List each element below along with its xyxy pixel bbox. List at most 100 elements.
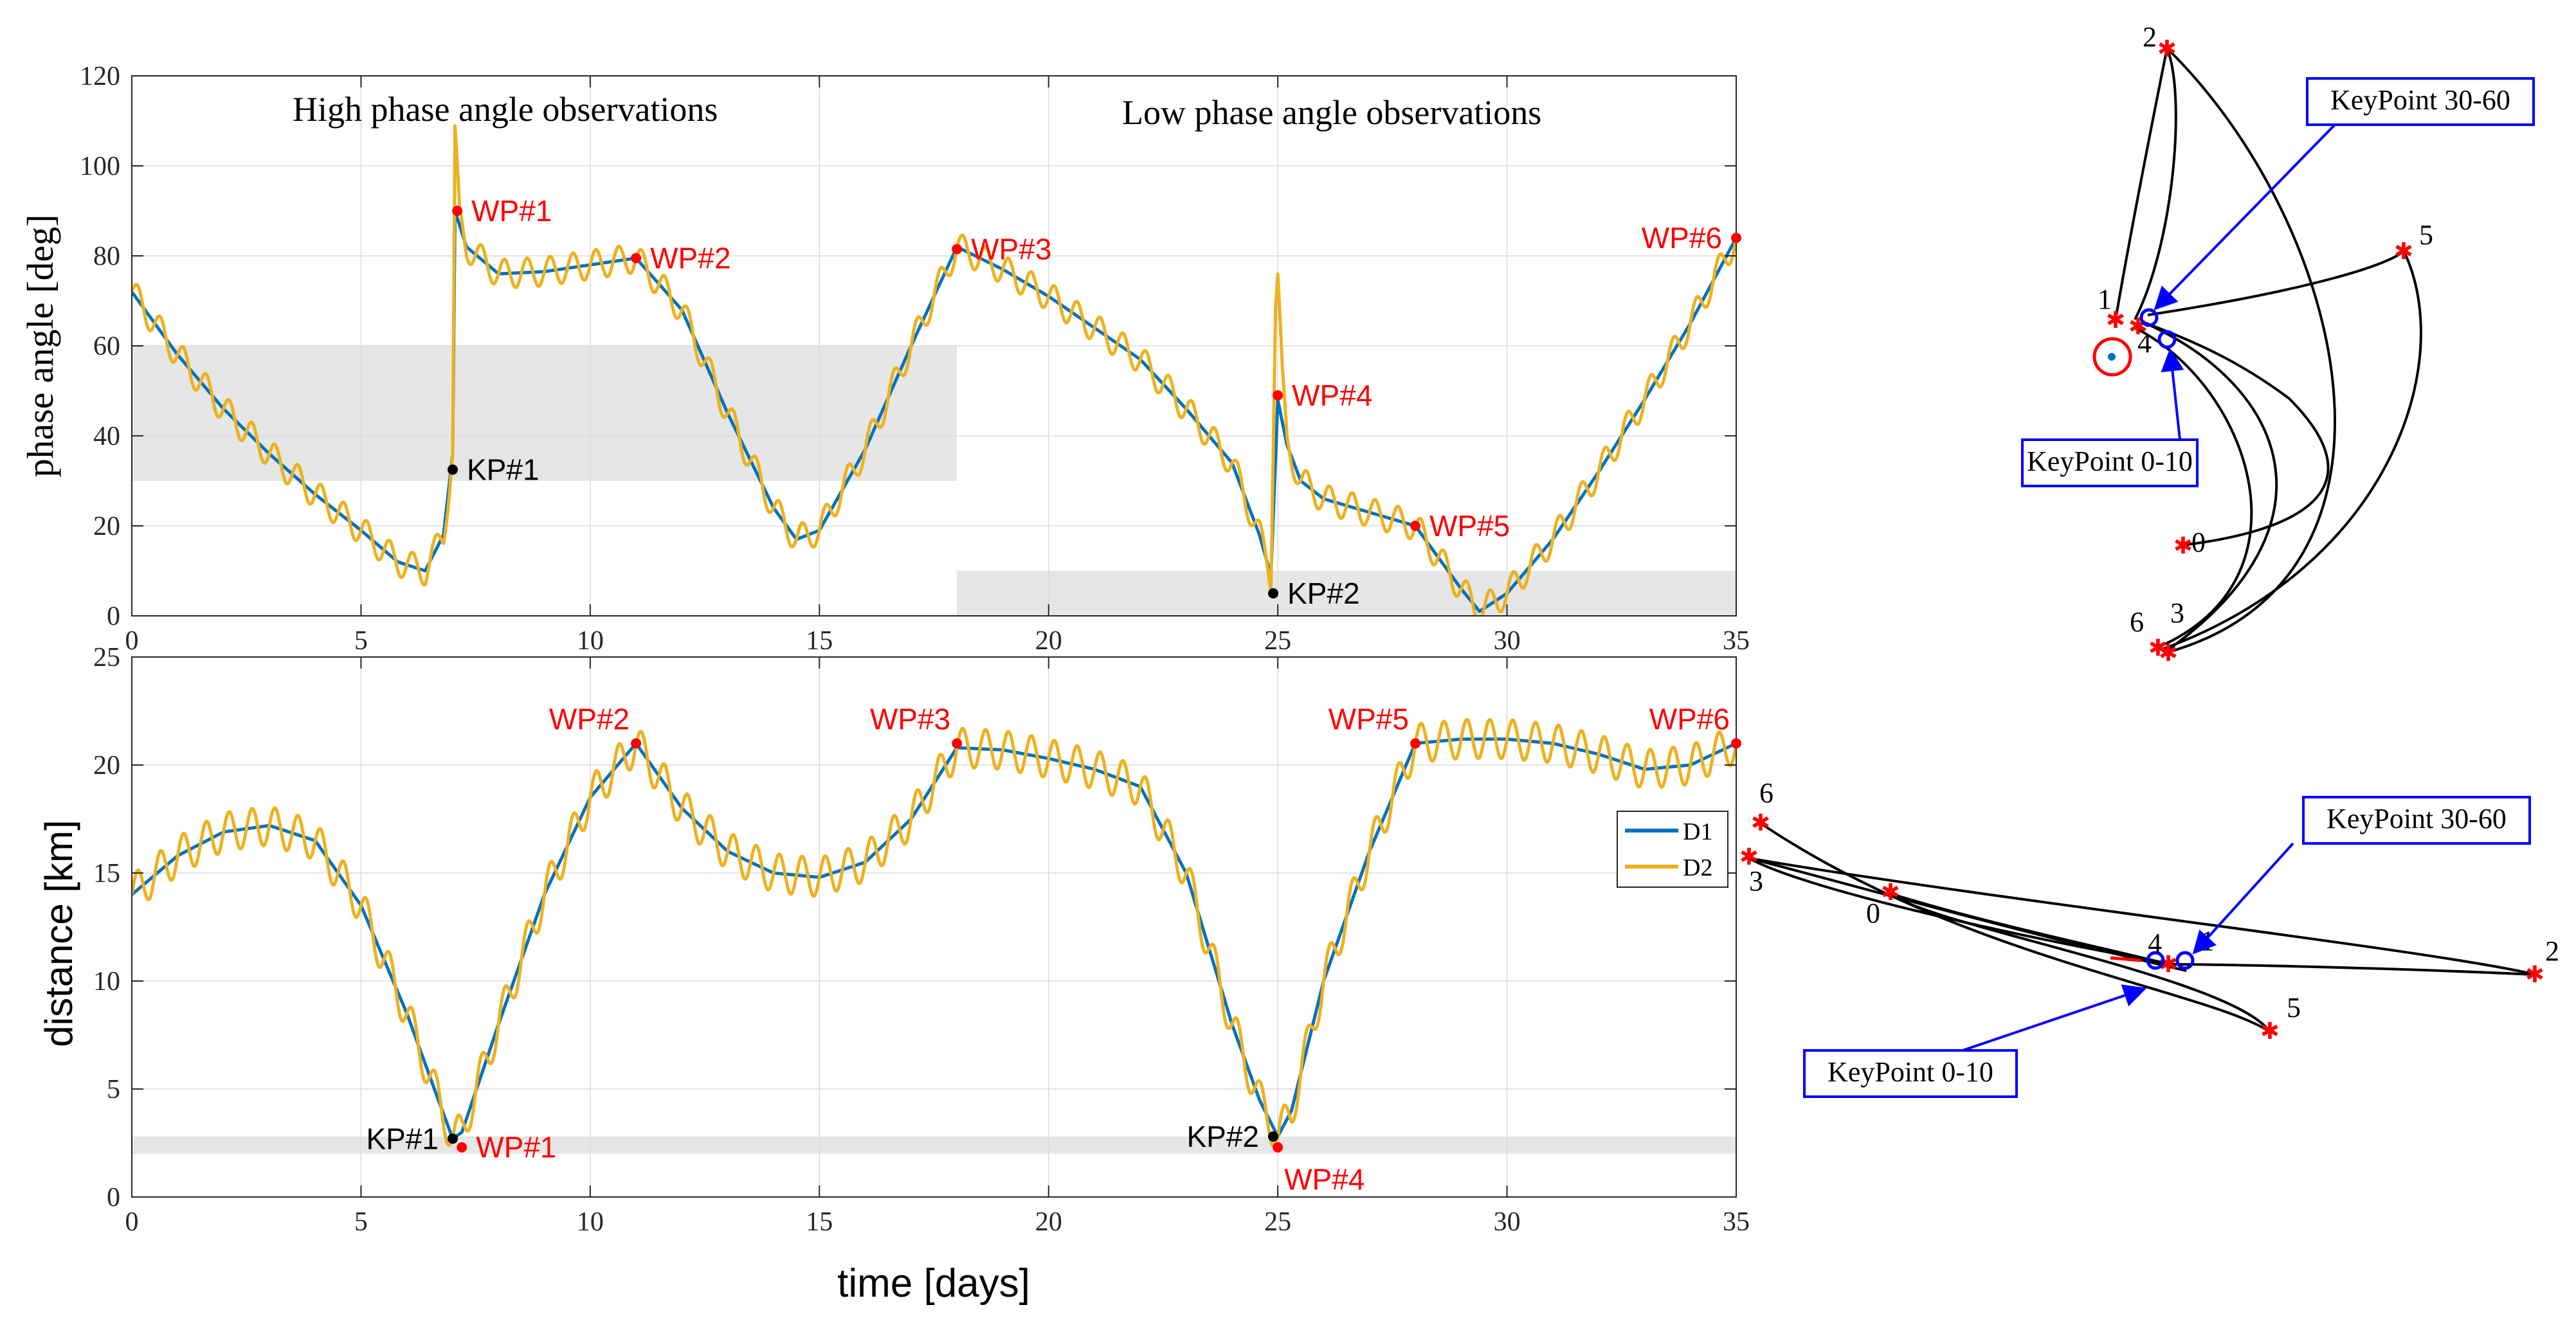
waypoint-star: ✱: [2157, 36, 2177, 62]
y-tick-label: 10: [93, 967, 120, 996]
point-label-2: 2: [2545, 935, 2559, 967]
distance-markers: WP#1 WP#2 WP#3 WP#4 WP#5 WP#6 KP#1 KP#2: [366, 702, 1741, 1196]
y-tick-label: 120: [80, 62, 120, 91]
distance-ticks: 0 5 10 15 20 25 30 35 0 5 10 15 20 25: [93, 643, 1750, 1237]
waypoint-star: ✱: [2260, 1018, 2280, 1044]
x-tick-label: 20: [1035, 1207, 1062, 1237]
point-label-1: 1: [2200, 925, 2215, 957]
point-label-3: 3: [1749, 865, 1763, 897]
waypoint-dot: [1731, 233, 1741, 243]
bottom-diagram-labels: ✱ ✱ ✱ ✱ ✱ ✱ 0 1 2 3 4 5 6 KeyPoint 30-60…: [1739, 777, 2559, 1098]
x-tick-label: 35: [1723, 1207, 1750, 1237]
waypoint-star: ✱: [1739, 844, 1759, 870]
point-label-6: 6: [1759, 777, 1773, 809]
waypoint-label: WP#6: [1642, 221, 1722, 255]
point-label-0: 0: [1866, 897, 1880, 929]
y-tick-label: 20: [93, 751, 120, 780]
series-d2: [132, 124, 1736, 616]
waypoint-star: ✱: [2394, 239, 2413, 264]
waypoint-dot: [457, 1142, 467, 1153]
callout-arrow-0-10: [2161, 348, 2184, 440]
point-label-4: 4: [2137, 327, 2152, 359]
time-xlabel: time [days]: [837, 1261, 1030, 1306]
waypoint-star: ✱: [2128, 314, 2148, 339]
phase-markers: WP#1 WP#2 WP#3 WP#4 WP#5 WP#6 KP#1 KP#2: [448, 194, 1741, 610]
shaded-band: [957, 571, 1736, 616]
distance-series: [132, 718, 1736, 1148]
legend: D1 D2: [1617, 811, 1728, 888]
waypoint-dot: [631, 253, 642, 264]
y-tick-label: 20: [93, 512, 120, 541]
waypoint-label: WP#1: [471, 194, 552, 228]
arc-1-2: [2114, 48, 2168, 320]
legend-label-d2: D2: [1683, 854, 1712, 881]
waypoint-label: WP#3: [971, 233, 1051, 266]
bottom-trajectory-diagram: [1748, 823, 2535, 1033]
point-label-4: 4: [2148, 928, 2162, 959]
x-tick-label: 10: [577, 1207, 604, 1237]
keypoint-label: KP#2: [1287, 577, 1360, 610]
x-tick-label: 10: [577, 626, 604, 656]
callout-0-10: KeyPoint 0-10: [1828, 1056, 1993, 1088]
y-tick-label: 0: [107, 602, 120, 631]
waypoint-label: WP#3: [870, 702, 950, 735]
target-ring: [2092, 337, 2132, 377]
callout-0-10: KeyPoint 0-10: [2027, 446, 2193, 477]
x-tick-label: 0: [125, 626, 139, 656]
y-tick-label: 60: [93, 332, 120, 361]
target-marker: [2110, 956, 2142, 962]
x-tick-label: 25: [1264, 1207, 1291, 1237]
waypoint-label: WP#2: [549, 702, 630, 735]
callout-arrow-30-60: [2192, 842, 2294, 955]
keypoint-ring: [2175, 951, 2195, 970]
distance-bands: [132, 1136, 1736, 1154]
keypoint-dot: [448, 1133, 458, 1144]
waypoint-label: WP#6: [1649, 702, 1730, 735]
arc-5-6: [2161, 250, 2422, 651]
waypoint-dot: [631, 738, 642, 749]
waypoint-star: ✱: [1751, 810, 1770, 836]
waypoint-dot: [1273, 390, 1283, 401]
arc-3-4: [1748, 857, 2174, 966]
point-label-5: 5: [2287, 992, 2301, 1023]
callout-30-60: KeyPoint 30-60: [2330, 84, 2510, 116]
x-tick-label: 20: [1035, 626, 1062, 656]
x-tick-label: 35: [1723, 626, 1750, 656]
legend-box: [1617, 811, 1728, 888]
top-diagram-points: ✱ ✱ ✱ ✱ ✱ ✱ ✱: [2106, 36, 2413, 666]
keypoint-dot: [448, 464, 458, 475]
keypoint-dot: [1268, 588, 1279, 598]
bottom-diagram-points: ✱ ✱ ✱ ✱ ✱ ✱: [1739, 810, 2544, 1044]
series-d2: [132, 718, 1736, 1148]
target-center: [2108, 353, 2116, 361]
waypoint-dot: [952, 738, 963, 749]
arc-3-2: [1748, 857, 2535, 976]
x-tick-label: 5: [354, 626, 368, 656]
left-annotation: High phase angle observations: [293, 90, 718, 129]
waypoint-dot: [452, 206, 463, 216]
arc-0-4: [1890, 892, 2174, 967]
y-tick-label: 0: [107, 1183, 120, 1212]
x-tick-label: 30: [1494, 626, 1521, 656]
keypoint-label: KP#1: [467, 453, 540, 487]
shaded-band: [132, 1136, 1736, 1154]
point-label-6: 6: [2130, 606, 2144, 638]
callout-box-0-10: [1803, 1049, 2018, 1098]
waypoint-dot: [1731, 738, 1741, 749]
y-tick-label: 80: [93, 242, 120, 271]
waypoint-label: WP#2: [650, 242, 730, 275]
waypoint-label: WP#5: [1429, 509, 1510, 543]
arc-4-3: [2141, 320, 2278, 652]
y-tick-label: 15: [93, 859, 120, 888]
y-tick-label: 40: [93, 422, 120, 451]
x-tick-label: 15: [806, 1207, 833, 1237]
phase-ticks: 0 5 10 15 20 25 30 35 0 20 40 60 80 100 120: [80, 62, 1750, 656]
keypoint-ring: [2146, 951, 2165, 970]
legend-label-d1: D1: [1683, 818, 1712, 845]
point-label-1: 1: [2098, 284, 2112, 315]
phase-ylabel: phase angle [deg]: [19, 214, 61, 477]
arc-0-4: [2141, 320, 2330, 546]
right-annotation: Low phase angle observations: [1122, 93, 1541, 132]
